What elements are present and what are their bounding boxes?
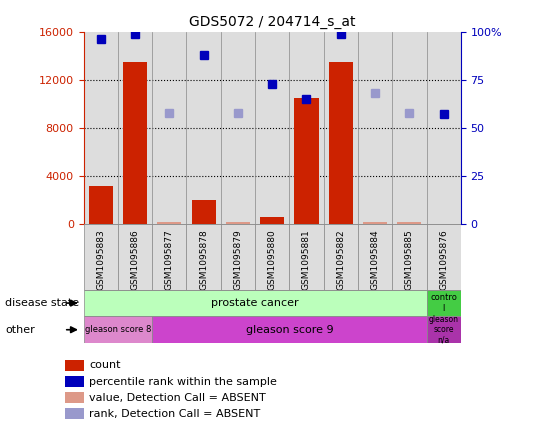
Bar — [226, 222, 250, 224]
Bar — [329, 62, 353, 224]
Bar — [323, 224, 358, 290]
Bar — [157, 222, 181, 224]
Bar — [221, 224, 255, 290]
Bar — [255, 224, 289, 290]
Text: gleason score 8: gleason score 8 — [85, 325, 151, 334]
Bar — [152, 316, 426, 343]
Bar — [363, 222, 387, 224]
Bar — [191, 200, 216, 224]
Text: GSM1095885: GSM1095885 — [405, 229, 414, 290]
Bar — [358, 224, 392, 290]
Text: GSM1095881: GSM1095881 — [302, 229, 311, 290]
Bar — [84, 224, 118, 290]
Bar — [186, 224, 221, 290]
Bar — [123, 62, 147, 224]
Text: percentile rank within the sample: percentile rank within the sample — [89, 376, 277, 387]
Bar — [118, 224, 152, 290]
Text: GSM1095879: GSM1095879 — [233, 229, 243, 290]
Bar — [392, 224, 426, 290]
Title: GDS5072 / 204714_s_at: GDS5072 / 204714_s_at — [189, 15, 355, 29]
Bar — [426, 316, 461, 343]
Bar — [294, 98, 319, 224]
Bar — [397, 222, 421, 224]
Text: GSM1095886: GSM1095886 — [130, 229, 140, 290]
Bar — [84, 316, 152, 343]
Bar — [260, 217, 284, 224]
Text: prostate cancer: prostate cancer — [211, 298, 299, 308]
Text: contro
l: contro l — [430, 294, 457, 313]
Text: gleason
score
n/a: gleason score n/a — [429, 315, 459, 345]
Bar — [89, 186, 113, 224]
Text: other: other — [5, 325, 35, 335]
Text: count: count — [89, 360, 120, 371]
Bar — [289, 224, 323, 290]
Text: rank, Detection Call = ABSENT: rank, Detection Call = ABSENT — [89, 409, 260, 419]
Text: gleason score 9: gleason score 9 — [246, 325, 333, 335]
Text: GSM1095877: GSM1095877 — [165, 229, 174, 290]
Text: GSM1095876: GSM1095876 — [439, 229, 448, 290]
Text: value, Detection Call = ABSENT: value, Detection Call = ABSENT — [89, 393, 266, 403]
Text: GSM1095878: GSM1095878 — [199, 229, 208, 290]
Bar — [426, 290, 461, 316]
Bar — [426, 224, 461, 290]
Text: GSM1095884: GSM1095884 — [371, 229, 379, 290]
Text: GSM1095882: GSM1095882 — [336, 229, 345, 290]
Text: GSM1095880: GSM1095880 — [268, 229, 277, 290]
Text: disease state: disease state — [5, 298, 80, 308]
Bar — [152, 224, 186, 290]
Text: GSM1095883: GSM1095883 — [96, 229, 105, 290]
